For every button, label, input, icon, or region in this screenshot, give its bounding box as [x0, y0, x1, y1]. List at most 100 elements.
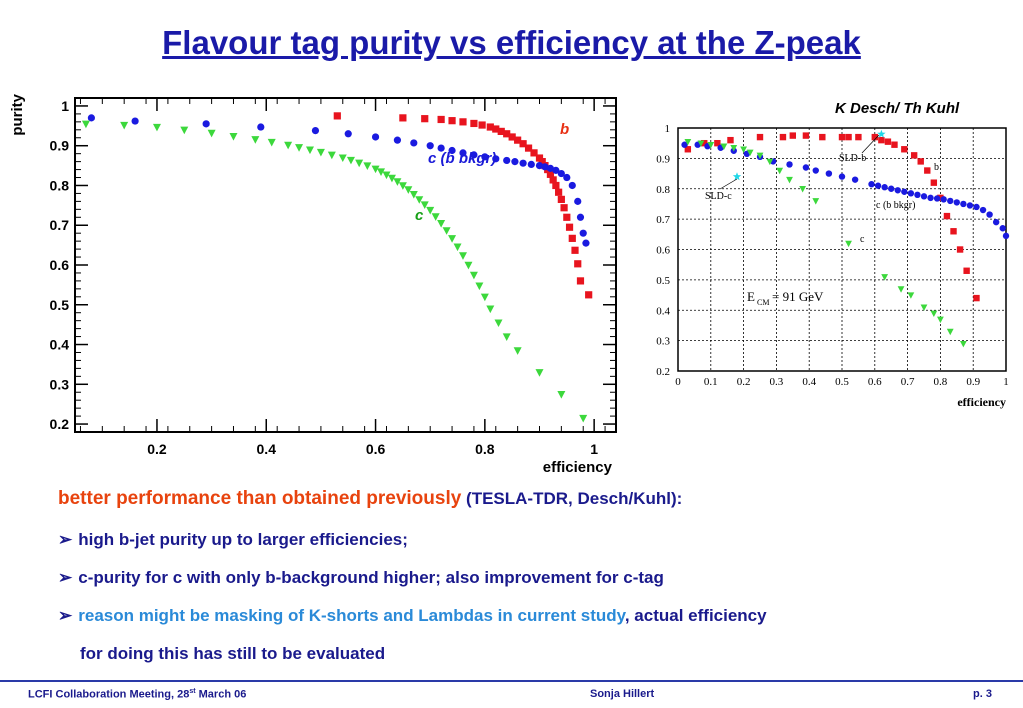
data-point	[582, 239, 590, 247]
data-point	[927, 194, 934, 202]
energy-symbol: E	[747, 289, 755, 304]
data-point	[458, 252, 467, 260]
data-point	[701, 139, 708, 147]
bullet-1: ➢ high b-jet purity up to larger efficien…	[58, 530, 408, 550]
ref-series-3	[732, 129, 886, 181]
data-point	[838, 133, 846, 141]
data-point	[180, 126, 189, 135]
series-annotation-2: c	[415, 207, 424, 224]
data-point	[720, 143, 728, 150]
data-point	[557, 195, 565, 203]
data-point	[519, 159, 527, 167]
y-tick-label: 0.6	[656, 245, 670, 257]
data-point	[888, 185, 895, 192]
data-point	[514, 136, 522, 144]
data-point	[568, 234, 576, 242]
data-point	[409, 191, 418, 199]
data-point	[371, 133, 380, 141]
reference-chart: 0.2 0.3 0.4 0.5 0.6 0.7 0.8 0.9 1 0 0.1 0.2 0.3 0.4 0.…	[656, 123, 1010, 409]
energy-label: E CM = 91 GeV	[747, 289, 824, 307]
data-point	[546, 170, 555, 178]
data-point	[399, 114, 407, 122]
data-point	[881, 184, 888, 191]
series-0	[333, 112, 593, 299]
data-point	[730, 145, 738, 152]
y-tick-label: 1	[665, 123, 671, 135]
leader-line	[719, 178, 738, 190]
data-point	[1002, 232, 1010, 240]
data-point	[914, 191, 921, 199]
plot-frame	[74, 97, 617, 433]
data-point	[251, 136, 260, 144]
data-point	[486, 123, 494, 131]
data-point	[576, 213, 585, 221]
y-tick-label: 0.8	[656, 184, 670, 196]
y-tick-label: 0.6	[50, 257, 70, 273]
data-point	[563, 213, 571, 221]
intro-line: better performance than obtained previou…	[58, 488, 682, 510]
data-point	[740, 146, 747, 154]
data-point	[812, 198, 820, 205]
data-point	[524, 144, 533, 152]
data-point	[420, 201, 429, 209]
data-point	[565, 223, 574, 231]
footer-page: p. 3	[973, 688, 992, 700]
y-tick-label: 0.4	[656, 305, 670, 317]
data-point	[131, 117, 139, 125]
data-point	[497, 127, 505, 135]
data-point	[917, 158, 924, 165]
data-point	[920, 193, 928, 200]
data-point	[937, 194, 944, 202]
x-tick-label: 0.8	[475, 441, 495, 457]
bullet-3-continuation: for doing this has still to be evaluated	[80, 644, 386, 663]
data-point	[819, 133, 826, 141]
data-point	[901, 146, 908, 153]
data-point	[907, 190, 915, 197]
data-point	[511, 158, 519, 166]
data-point	[727, 136, 734, 144]
ref-annotation-c-bkgr: c (b bkgr)	[876, 200, 915, 211]
data-point	[81, 120, 90, 129]
y-tick-label: 0.5	[50, 297, 70, 313]
data-point	[884, 138, 892, 145]
data-point	[393, 136, 402, 144]
data-point	[802, 132, 810, 139]
series-annotation-0: b	[560, 121, 569, 138]
data-point	[714, 139, 721, 147]
data-point	[431, 213, 440, 221]
bullet-2: ➢ c-purity for c with only b-background h…	[58, 568, 664, 588]
intro-highlight: better performance than obtained previou…	[58, 488, 462, 509]
data-point	[576, 277, 585, 285]
plot-frame	[677, 127, 1007, 372]
data-point	[756, 133, 764, 141]
data-point	[963, 267, 970, 274]
main-chart: 0.2 0.3 0.4 0.5 0.6 0.7 0.8 0.9 1 0.2 0.4 0.6 0.8 1 ef…	[9, 93, 617, 476]
data-point	[464, 261, 473, 270]
data-point	[786, 176, 793, 184]
ref-series-2	[684, 138, 967, 348]
series-1	[87, 114, 590, 247]
x-axis-label: efficiency	[957, 395, 1006, 409]
data-point	[894, 187, 901, 194]
ref-annotation-c: c	[860, 234, 865, 245]
energy-value: = 91 GeV	[772, 289, 824, 304]
ref-series-0	[684, 132, 980, 302]
data-point	[346, 156, 355, 165]
data-point	[305, 146, 314, 155]
data-point	[560, 204, 568, 212]
data-point	[538, 158, 546, 166]
data-point	[503, 156, 511, 165]
data-point	[579, 229, 587, 237]
data-point	[933, 195, 941, 202]
data-point	[475, 282, 484, 291]
data-point	[891, 141, 898, 148]
data-point	[845, 133, 852, 141]
x-tick-label: 0.6	[868, 376, 882, 388]
data-point	[494, 319, 503, 328]
x-tick-label: 0.2	[737, 376, 751, 388]
data-point	[120, 121, 129, 130]
data-point	[585, 291, 593, 299]
data-point	[480, 293, 489, 302]
data-point	[267, 138, 276, 147]
data-point	[930, 310, 938, 318]
